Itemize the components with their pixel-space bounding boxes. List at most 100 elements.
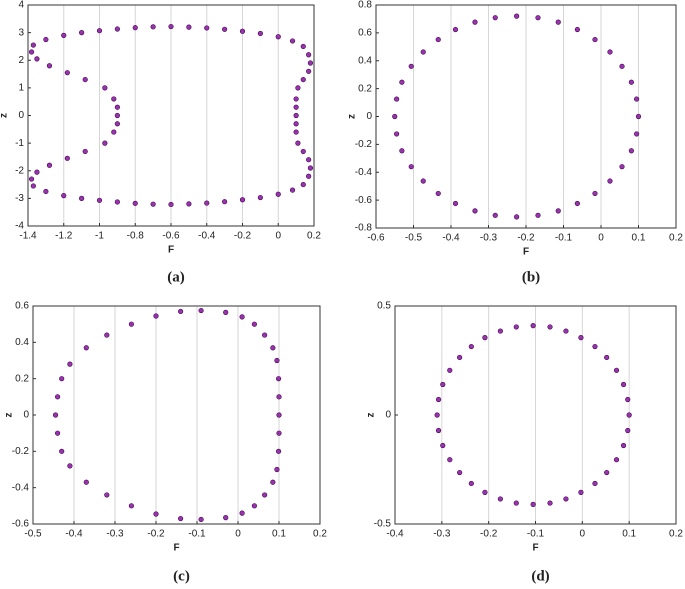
data-point <box>530 323 536 329</box>
data-point <box>619 164 625 170</box>
data-point <box>447 457 453 463</box>
axes-frame <box>27 4 315 227</box>
data-point <box>289 38 296 44</box>
data-point <box>555 208 561 214</box>
data-point <box>468 343 474 350</box>
y-tick-label: 4 <box>18 0 24 11</box>
x-tick-label: -0.5 <box>405 233 423 244</box>
data-point <box>300 148 306 155</box>
data-point <box>592 190 598 197</box>
data-point <box>607 49 613 55</box>
x-tick-label: -0.4 <box>65 529 83 540</box>
panel: -0.6 -0.5 -0.4 -0.3 -0.2 -0.1 0 0.1 0.2-0.8-0.6-… <box>347 0 684 285</box>
data-point <box>168 201 174 208</box>
x-tick-label: 0.1 <box>622 529 636 540</box>
x-axis-label: F <box>523 247 529 258</box>
data-point <box>399 79 405 85</box>
x-tick-label: -0.2 <box>147 529 165 540</box>
x-tick-label: -0.1 <box>527 529 545 540</box>
y-tick-label: 0 <box>366 111 372 122</box>
data-point <box>293 129 299 135</box>
data-point <box>28 49 35 55</box>
plot-area <box>33 306 320 524</box>
y-axis-label: z <box>347 114 358 119</box>
data-point <box>628 148 634 154</box>
y-tick-label: 0.4 <box>358 55 372 66</box>
data-point <box>54 430 61 436</box>
data-point <box>28 176 35 182</box>
data-point <box>239 28 246 34</box>
data-point <box>204 200 210 206</box>
data-point <box>128 321 134 327</box>
data-point <box>262 492 268 498</box>
data-point <box>43 188 49 195</box>
y-tick-label: -4 <box>15 221 24 232</box>
data-point <box>452 26 459 33</box>
data-point <box>392 113 398 120</box>
data-point <box>79 195 85 201</box>
data-point <box>275 191 281 197</box>
x-tick-label: -0.2 <box>480 529 498 540</box>
data-point <box>67 361 73 367</box>
panel-caption: (d) <box>531 568 549 584</box>
data-point <box>514 214 520 220</box>
x-tick-label: -1.2 <box>55 231 73 242</box>
y-tick-label: 0.4 <box>15 337 29 348</box>
data-point <box>186 24 192 30</box>
data-point <box>114 112 120 119</box>
data-point <box>482 489 488 495</box>
data-point <box>52 412 59 418</box>
x-tick-label: -0.1 <box>188 529 206 540</box>
data-point <box>435 190 441 197</box>
data-point <box>59 376 65 382</box>
y-tick-label: 0.2 <box>15 373 29 384</box>
x-tick-label: -0.1 <box>555 233 573 244</box>
data-point <box>408 63 414 69</box>
axes-frame <box>32 305 321 525</box>
data-point <box>274 466 280 473</box>
x-tick-label: -0.3 <box>433 529 451 540</box>
y-tick-label: -0.6 <box>355 195 373 206</box>
data-point <box>626 412 632 418</box>
data-point <box>513 324 519 330</box>
data-point <box>223 515 229 521</box>
panel: -0.5 -0.4 -0.3 -0.2 -0.1 0 0.1 0.2 -0.6 -0.4 -0.2 0… <box>4 301 328 585</box>
data-point <box>83 345 89 351</box>
data-point <box>634 131 640 137</box>
data-point <box>104 332 110 338</box>
y-tick-label: -0.5 <box>374 519 392 530</box>
y-tick-label: -0.8 <box>355 223 373 234</box>
data-point <box>497 496 503 502</box>
panel: -0.4 -0.3 -0.2 -0.1 0 0.1 0.2 -0.5 0 0.5 Fz (d) <box>366 301 684 585</box>
data-point <box>293 121 299 127</box>
y-tick-label: 0.8 <box>358 0 372 11</box>
data-point <box>574 200 580 207</box>
data-point <box>457 354 463 361</box>
panel: -1.4 -1.2 -1 -0.8 -0.6 -0.4 -0.2 0 0.2 -4 -3 -2 -1 0 1… <box>0 0 321 285</box>
x-tick-label: -0.6 <box>367 233 385 244</box>
x-tick-label: -0.5 <box>24 529 42 540</box>
y-axis-label: z <box>366 413 377 418</box>
data-point <box>168 23 174 30</box>
data-point <box>563 328 569 334</box>
x-tick-label: 0 <box>235 529 241 540</box>
data-point <box>435 427 442 434</box>
x-tick-label: -0.4 <box>198 231 216 242</box>
data-point <box>59 448 65 454</box>
x-tick-label: -0.3 <box>106 529 124 540</box>
data-point <box>289 187 296 193</box>
data-point <box>300 181 306 188</box>
data-point <box>275 448 282 454</box>
data-point <box>472 19 478 25</box>
data-point <box>457 469 463 476</box>
data-point <box>64 70 70 76</box>
y-tick-label: 3 <box>18 27 24 38</box>
data-point <box>628 79 634 85</box>
panel-caption: (b) <box>522 269 540 285</box>
data-point <box>408 164 414 170</box>
data-point <box>239 197 246 203</box>
y-tick-label: 2 <box>18 55 24 66</box>
data-point <box>440 442 446 449</box>
data-point <box>46 162 53 168</box>
